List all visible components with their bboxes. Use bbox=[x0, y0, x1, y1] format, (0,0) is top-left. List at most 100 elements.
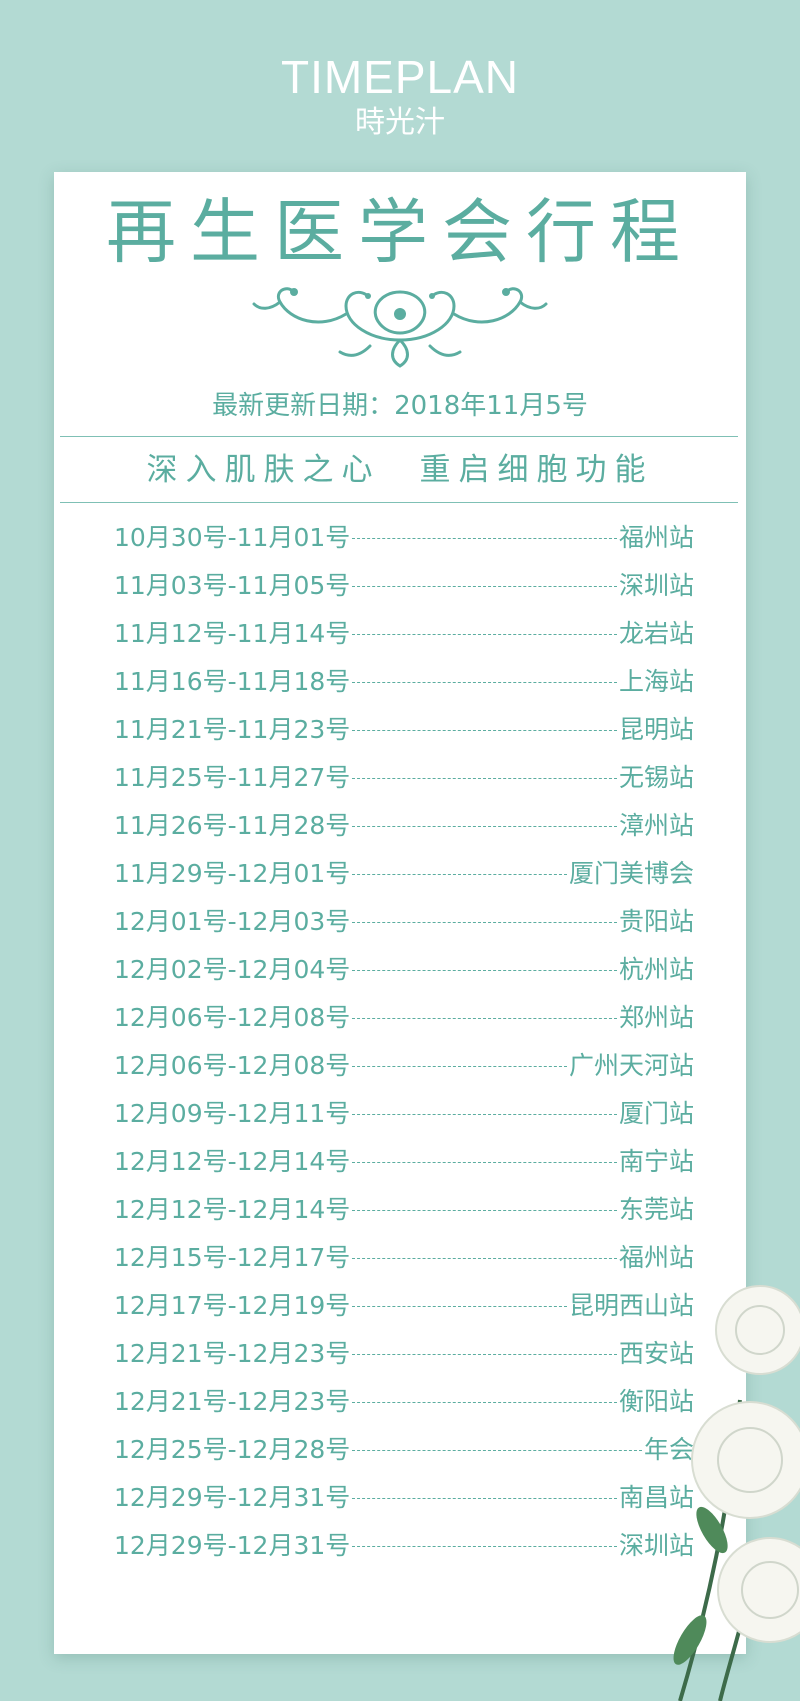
schedule-date: 12月06号-12月08号 bbox=[114, 1051, 351, 1080]
brand-name-cn: 時光汁 bbox=[355, 105, 445, 140]
schedule-row: 12月12号-12月14号 东莞站 bbox=[114, 1184, 694, 1232]
schedule-location: 厦门站 bbox=[618, 1099, 694, 1128]
schedule-row: 11月12号-11月14号 龙岩站 bbox=[114, 608, 694, 656]
brand-logo: TIMEPLAN 時光汁 bbox=[0, 52, 800, 142]
leader-dashes bbox=[352, 1545, 617, 1547]
schedule-date: 12月02号-12月04号 bbox=[114, 955, 351, 984]
schedule-location: 龙岩站 bbox=[618, 619, 694, 648]
schedule-location: 福州站 bbox=[618, 1243, 694, 1272]
schedule-date: 12月29号-12月31号 bbox=[114, 1483, 351, 1512]
schedule-date: 12月12号-12月14号 bbox=[114, 1195, 351, 1224]
schedule-row: 12月09号-12月11号 厦门站 bbox=[114, 1088, 694, 1136]
schedule-date: 12月15号-12月17号 bbox=[114, 1243, 351, 1272]
schedule-location: 杭州站 bbox=[618, 955, 694, 984]
leader-dashes bbox=[352, 1065, 567, 1067]
schedule-row: 12月01号-12月03号 贵阳站 bbox=[114, 896, 694, 944]
schedule-list: 10月30号-11月01号 福州站 11月03号-11月05号 深圳站 11月12号-1… bbox=[114, 512, 754, 1568]
schedule-row: 11月29号-12月01号 厦门美博会 bbox=[114, 848, 694, 896]
schedule-date: 12月25号-12月28号 bbox=[114, 1435, 351, 1464]
leader-dashes bbox=[352, 633, 617, 635]
schedule-date: 12月17号-12月19号 bbox=[114, 1291, 351, 1320]
schedule-location: 厦门美博会 bbox=[568, 859, 694, 888]
slogan: 深入肌肤之心 重启细胞功能 bbox=[146, 452, 654, 488]
schedule-date: 11月26号-11月28号 bbox=[114, 811, 351, 840]
leader-dashes bbox=[352, 1017, 617, 1019]
schedule-row: 12月06号-12月08号 广州天河站 bbox=[114, 1040, 694, 1088]
schedule-row: 10月30号-11月01号 福州站 bbox=[114, 512, 694, 560]
ornament-icon bbox=[252, 287, 548, 368]
schedule-location: 贵阳站 bbox=[618, 907, 694, 936]
schedule-location: 广州天河站 bbox=[568, 1051, 694, 1080]
page-title: 再生医学会行程 bbox=[106, 191, 694, 273]
schedule-row: 12月15号-12月17号 福州站 bbox=[114, 1232, 694, 1280]
schedule-date: 11月03号-11月05号 bbox=[114, 571, 351, 600]
schedule-date: 11月16号-11月18号 bbox=[114, 667, 351, 696]
schedule-location: 年会 bbox=[643, 1435, 694, 1464]
leader-dashes bbox=[352, 969, 617, 971]
schedule-date: 12月29号-12月31号 bbox=[114, 1531, 351, 1560]
schedule-row: 11月16号-11月18号 上海站 bbox=[114, 656, 694, 704]
divider-top bbox=[60, 436, 738, 437]
schedule-date: 12月21号-12月23号 bbox=[114, 1339, 351, 1368]
leader-dashes bbox=[352, 1449, 642, 1451]
schedule-row: 12月21号-12月23号 衡阳站 bbox=[114, 1376, 694, 1424]
leader-dashes bbox=[352, 1353, 617, 1355]
schedule-date: 10月30号-11月01号 bbox=[114, 523, 351, 552]
leader-dashes bbox=[352, 681, 617, 683]
schedule-location: 昆明西山站 bbox=[568, 1291, 694, 1320]
schedule-row: 12月02号-12月04号 杭州站 bbox=[114, 944, 694, 992]
brand-name-en: TIMEPLAN bbox=[280, 51, 520, 103]
schedule-date: 11月25号-11月27号 bbox=[114, 763, 351, 792]
itinerary-card: 再生医学会行程 最新更新日期：2018年11月5号 深入肌肤之心 重启细胞功能 … bbox=[54, 172, 746, 1654]
schedule-date: 11月12号-11月14号 bbox=[114, 619, 351, 648]
schedule-location: 南宁站 bbox=[618, 1147, 694, 1176]
schedule-location: 无锡站 bbox=[618, 763, 694, 792]
leader-dashes bbox=[352, 1209, 617, 1211]
schedule-row: 11月25号-11月27号 无锡站 bbox=[114, 752, 694, 800]
leader-dashes bbox=[352, 1401, 617, 1403]
schedule-row: 12月29号-12月31号 南昌站 bbox=[114, 1472, 694, 1520]
schedule-row: 12月12号-12月14号 南宁站 bbox=[114, 1136, 694, 1184]
schedule-row: 12月25号-12月28号 年会 bbox=[114, 1424, 694, 1472]
leader-dashes bbox=[352, 1113, 617, 1115]
schedule-location: 深圳站 bbox=[618, 571, 694, 600]
schedule-location: 深圳站 bbox=[618, 1531, 694, 1560]
leader-dashes bbox=[352, 873, 567, 875]
schedule-row: 12月17号-12月19号 昆明西山站 bbox=[114, 1280, 694, 1328]
schedule-location: 衡阳站 bbox=[618, 1387, 694, 1416]
schedule-location: 南昌站 bbox=[618, 1483, 694, 1512]
white-flowers-decoration bbox=[673, 1285, 800, 1701]
schedule-location: 上海站 bbox=[618, 667, 694, 696]
leader-dashes bbox=[352, 1257, 617, 1259]
leader-dashes bbox=[352, 1305, 567, 1307]
schedule-date: 12月21号-12月23号 bbox=[114, 1387, 351, 1416]
schedule-location: 郑州站 bbox=[618, 1003, 694, 1032]
schedule-date: 12月06号-12月08号 bbox=[114, 1003, 351, 1032]
leader-dashes bbox=[352, 729, 617, 731]
schedule-row: 11月03号-11月05号 深圳站 bbox=[114, 560, 694, 608]
schedule-location: 昆明站 bbox=[618, 715, 694, 744]
leader-dashes bbox=[352, 825, 617, 827]
schedule-location: 东莞站 bbox=[618, 1195, 694, 1224]
schedule-location: 福州站 bbox=[618, 523, 694, 552]
schedule-row: 12月21号-12月23号 西安站 bbox=[114, 1328, 694, 1376]
leader-dashes bbox=[352, 1161, 617, 1163]
schedule-row: 11月26号-11月28号 漳州站 bbox=[114, 800, 694, 848]
schedule-row: 11月21号-11月23号 昆明站 bbox=[114, 704, 694, 752]
leader-dashes bbox=[352, 921, 617, 923]
last-updated-date: 最新更新日期：2018年11月5号 bbox=[212, 391, 588, 421]
schedule-date: 12月01号-12月03号 bbox=[114, 907, 351, 936]
schedule-date: 11月29号-12月01号 bbox=[114, 859, 351, 888]
schedule-date: 12月09号-12月11号 bbox=[114, 1099, 351, 1128]
leader-dashes bbox=[352, 1497, 617, 1499]
schedule-row: 12月06号-12月08号 郑州站 bbox=[114, 992, 694, 1040]
leader-dashes bbox=[352, 537, 617, 539]
leader-dashes bbox=[352, 585, 617, 587]
schedule-row: 12月29号-12月31号 深圳站 bbox=[114, 1520, 694, 1568]
schedule-location: 西安站 bbox=[618, 1339, 694, 1368]
schedule-location: 漳州站 bbox=[618, 811, 694, 840]
schedule-date: 11月21号-11月23号 bbox=[114, 715, 351, 744]
schedule-date: 12月12号-12月14号 bbox=[114, 1147, 351, 1176]
divider-bottom bbox=[60, 502, 738, 503]
leader-dashes bbox=[352, 777, 617, 779]
